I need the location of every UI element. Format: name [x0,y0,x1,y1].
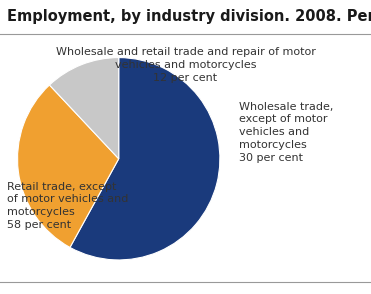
Text: Retail trade, except
of motor vehicles and
motorcycles
58 per cent: Retail trade, except of motor vehicles a… [7,182,129,230]
Wedge shape [70,58,220,260]
Text: Wholesale and retail trade and repair of motor
vehicles and motorcycles
12 per c: Wholesale and retail trade and repair of… [56,47,315,83]
Wedge shape [49,58,119,159]
Wedge shape [17,85,119,248]
Text: Employment, by industry division. 2008. Per cent: Employment, by industry division. 2008. … [7,9,371,24]
Text: Wholesale trade,
except of motor
vehicles and
motorcycles
30 per cent: Wholesale trade, except of motor vehicle… [239,102,334,163]
